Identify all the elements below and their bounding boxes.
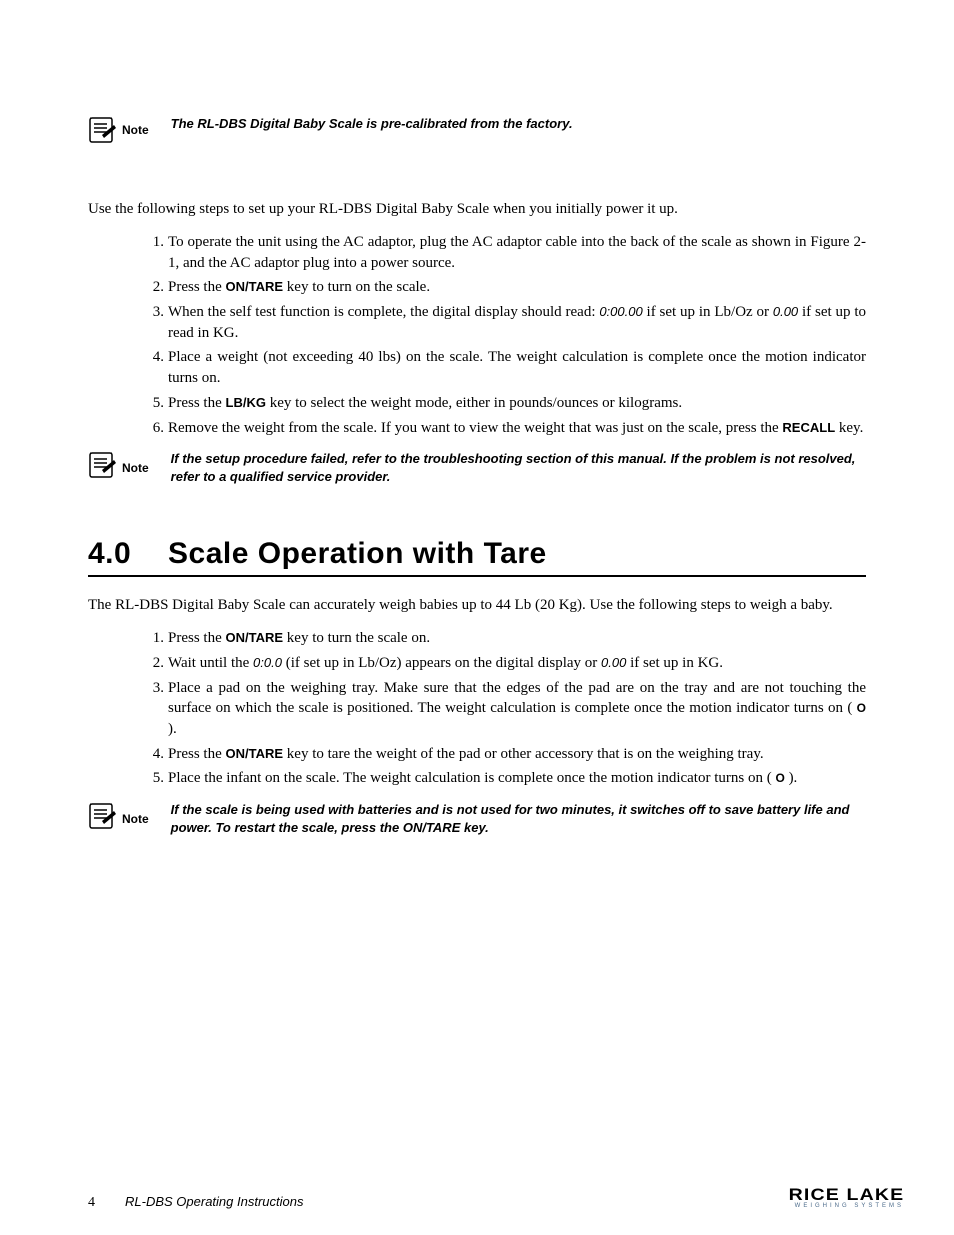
step-text: Press the bbox=[168, 395, 226, 411]
display-value: 0:00.00 bbox=[599, 304, 642, 319]
note-text-3: If the scale is being used with batterie… bbox=[171, 801, 866, 836]
step-text: key to turn on the scale. bbox=[283, 279, 430, 295]
key-label: LB/KG bbox=[226, 395, 266, 410]
brand-logo: RICE LAKE WEIGHING SYSTEMS bbox=[795, 1186, 904, 1211]
section-title: Scale Operation with Tare bbox=[168, 537, 547, 571]
step-text: Place a pad on the weighing tray. Make s… bbox=[168, 680, 866, 717]
step-text: ). bbox=[785, 770, 798, 786]
step-text: Press the bbox=[168, 630, 226, 646]
display-value: 0:0.0 bbox=[253, 655, 282, 670]
document-title: RL-DBS Operating Instructions bbox=[125, 1194, 303, 1209]
step-item: Press the ON/TARE key to turn the scale … bbox=[144, 628, 866, 649]
step-text: Place a weight (not exceeding 40 lbs) on… bbox=[168, 349, 866, 386]
step-text: Press the bbox=[168, 746, 226, 762]
step-text: Wait until the bbox=[168, 655, 253, 671]
step-item: Place the infant on the scale. The weigh… bbox=[144, 768, 866, 789]
step-text: key to tare the weight of the pad or oth… bbox=[283, 746, 764, 762]
page-number: 4 bbox=[88, 1195, 95, 1211]
logo-sub-text: WEIGHING SYSTEMS bbox=[795, 1203, 904, 1211]
step-item: Wait until the 0:0.0 (if set up in Lb/Oz… bbox=[144, 653, 866, 674]
step-item: Press the LB/KG key to select the weight… bbox=[144, 393, 866, 414]
motion-indicator: O bbox=[857, 701, 866, 715]
note-label: Note bbox=[122, 461, 149, 475]
page-footer: 4 RL-DBS Operating Instructions RICE LAK… bbox=[88, 1186, 904, 1211]
step-text: key. bbox=[835, 420, 863, 436]
setup-steps-list: To operate the unit using the AC adaptor… bbox=[88, 232, 866, 438]
note-block-2: Note If the setup procedure failed, refe… bbox=[88, 450, 866, 485]
section-number: 4.0 bbox=[88, 537, 168, 571]
motion-indicator: O bbox=[775, 771, 784, 785]
key-label: ON/TARE bbox=[226, 746, 284, 761]
step-item: Place a weight (not exceeding 40 lbs) on… bbox=[144, 347, 866, 388]
note-label: Note bbox=[122, 812, 149, 826]
key-label: ON/TARE bbox=[226, 279, 284, 294]
logo-main-text: RICE LAKE bbox=[778, 1186, 904, 1203]
step-text: key to turn the scale on. bbox=[283, 630, 430, 646]
step-item: Press the ON/TARE key to tare the weight… bbox=[144, 744, 866, 765]
note-block-1: Note The RL-DBS Digital Baby Scale is pr… bbox=[88, 115, 866, 145]
note-text-2: If the setup procedure failed, refer to … bbox=[171, 450, 866, 485]
operation-steps-list: Press the ON/TARE key to turn the scale … bbox=[88, 628, 866, 789]
note-label: Note bbox=[122, 123, 149, 137]
note-block-3: Note If the scale is being used with bat… bbox=[88, 801, 866, 836]
section-heading: 4.0 Scale Operation with Tare bbox=[88, 537, 866, 577]
display-value: 0.00 bbox=[773, 304, 798, 319]
key-label: RECALL bbox=[782, 420, 835, 435]
step-text: Remove the weight from the scale. If you… bbox=[168, 420, 782, 436]
step-item: To operate the unit using the AC adaptor… bbox=[144, 232, 866, 273]
step-text: (if set up in Lb/Oz) appears on the digi… bbox=[282, 655, 601, 671]
step-text: ). bbox=[168, 721, 177, 737]
step-item: Press the ON/TARE key to turn on the sca… bbox=[144, 277, 866, 298]
display-value: 0.00 bbox=[601, 655, 626, 670]
note-icon bbox=[88, 801, 118, 831]
step-text: When the self test function is complete,… bbox=[168, 304, 599, 320]
intro-paragraph-2: The RL-DBS Digital Baby Scale can accura… bbox=[88, 595, 866, 616]
step-text: To operate the unit using the AC adaptor… bbox=[168, 234, 866, 271]
step-text: if set up in Lb/Oz or bbox=[643, 304, 773, 320]
note-text-1: The RL-DBS Digital Baby Scale is pre-cal… bbox=[171, 115, 866, 133]
key-label: ON/TARE bbox=[226, 630, 284, 645]
step-text: Place the infant on the scale. The weigh… bbox=[168, 770, 775, 786]
note-icon bbox=[88, 450, 118, 480]
step-text: if set up in KG. bbox=[626, 655, 723, 671]
step-text: key to select the weight mode, either in… bbox=[266, 395, 682, 411]
intro-paragraph-1: Use the following steps to set up your R… bbox=[88, 199, 866, 220]
step-item: Place a pad on the weighing tray. Make s… bbox=[144, 678, 866, 740]
step-text: Press the bbox=[168, 279, 226, 295]
footer-left: 4 RL-DBS Operating Instructions bbox=[88, 1194, 303, 1211]
step-item: Remove the weight from the scale. If you… bbox=[144, 418, 866, 439]
step-item: When the self test function is complete,… bbox=[144, 302, 866, 343]
note-icon bbox=[88, 115, 118, 145]
